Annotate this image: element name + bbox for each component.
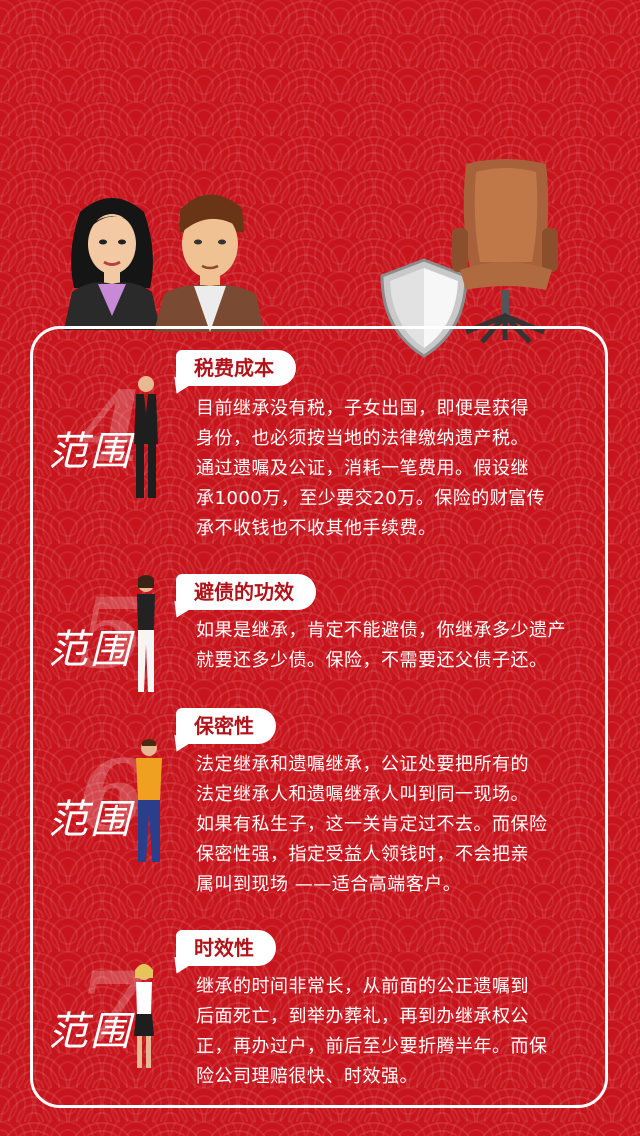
scope-label: 范围: [48, 429, 132, 475]
section-title: 保密性: [176, 708, 276, 744]
man-avatar: [154, 194, 264, 332]
section-number: 5: [78, 577, 145, 690]
section-number: 6: [78, 739, 145, 852]
casual-man-figure: [136, 739, 162, 862]
scope-label: 范围: [48, 627, 132, 673]
hero-illustration: [0, 0, 640, 360]
scope-label: 范围: [48, 1009, 132, 1055]
office-chair: [452, 159, 558, 344]
scope-label: 范围: [48, 797, 132, 843]
section-body: 目前继承没有税，子女出国，即便是获得 身份，也必须按当地的法律缴纳遗产税。 通过…: [196, 398, 546, 539]
woman-figure: [137, 575, 155, 692]
section-body: 法定继承和遗嘱继承，公证处要把所有的 法定继承人和遗嘱继承人叫到同一现场。 如果…: [196, 754, 548, 895]
section-number: 4: [78, 371, 145, 484]
section-title: 税费成本: [176, 350, 296, 386]
businessman-figure: [134, 376, 158, 498]
blonde-woman-figure: [134, 964, 154, 1068]
section-title: 时效性: [176, 930, 276, 966]
woman-avatar: [64, 198, 160, 330]
section-title: 避债的功效: [176, 574, 316, 610]
section-body: 如果是继承，肯定不能避债，你继承多少遗产 就要还多少债。保险，不需要还父债子还。: [196, 620, 566, 671]
section-number: 7: [78, 951, 145, 1064]
content-panel: [30, 326, 608, 1108]
section-body: 继承的时间非常长，从前面的公正遗嘱到 后面死亡，到举办葬礼，再到办继承权公 正，…: [196, 976, 548, 1087]
